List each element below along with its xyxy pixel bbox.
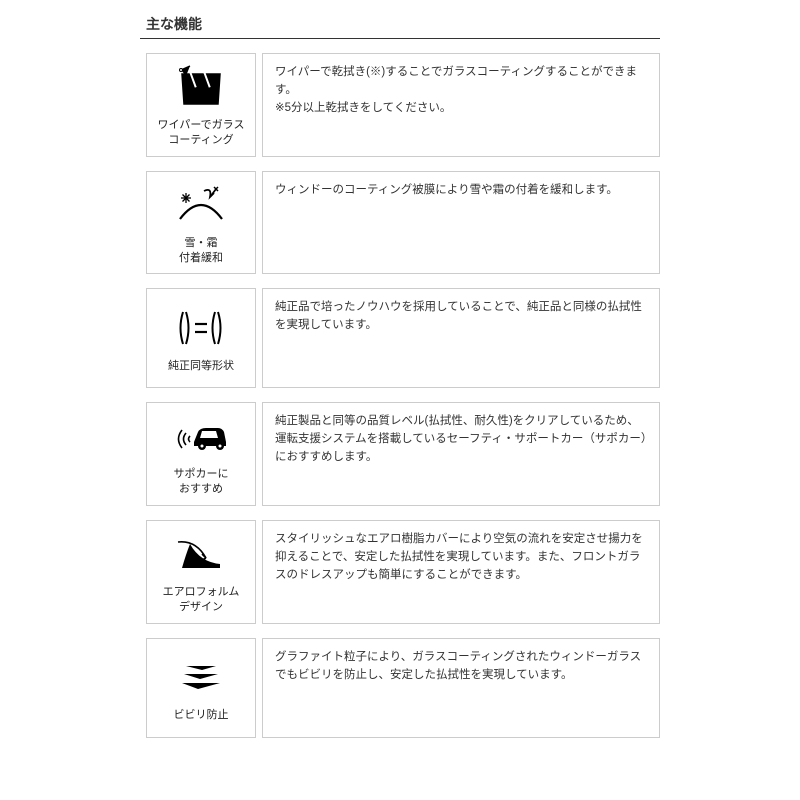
feature-description: 純正品で培ったノウハウを採用していることで、純正品と同様の払拭性を実現しています… <box>262 288 660 388</box>
wiper-glass-icon <box>176 62 226 112</box>
feature-icon-cell: 純正同等形状 <box>146 288 256 388</box>
feature-label: 雪・霜 付着緩和 <box>179 236 223 266</box>
feature-row: サポカーに おすすめ 純正製品と同等の品質レベル(払拭性、耐久性)をクリアしてい… <box>146 402 660 506</box>
feature-description: スタイリッシュなエアロ樹脂カバーにより空気の流れを安定させ揚力を抑えることで、安… <box>262 520 660 624</box>
feature-label: ワイパーでガラス コーティング <box>158 118 245 148</box>
feature-label: ビビリ防止 <box>174 708 229 723</box>
features-section: 主な機能 ワイパーでガラス コーティング ワイパーで乾拭き(※)することでガラス… <box>140 14 660 738</box>
feature-row: 純正同等形状 純正品で培ったノウハウを採用していることで、純正品と同様の払拭性を… <box>146 288 660 388</box>
feature-label: エアロフォルム デザイン <box>163 585 240 615</box>
aeroform-icon <box>176 529 226 579</box>
snow-frost-icon <box>174 180 228 230</box>
feature-description: 純正製品と同等の品質レベル(払拭性、耐久性)をクリアしているため、運転支援システ… <box>262 402 660 506</box>
feature-icon-cell: エアロフォルム デザイン <box>146 520 256 624</box>
feature-icon-cell: 雪・霜 付着緩和 <box>146 171 256 275</box>
feature-row: 雪・霜 付着緩和 ウィンドーのコーティング被膜により雪や霜の付着を緩和します。 <box>146 171 660 275</box>
feature-icon-cell: サポカーに おすすめ <box>146 402 256 506</box>
feature-row: ビビリ防止 グラファイト粒子により、ガラスコーティングされたウィンドーガラスでも… <box>146 638 660 738</box>
oem-shape-icon <box>173 303 229 353</box>
feature-row: ワイパーでガラス コーティング ワイパーで乾拭き(※)することでガラスコーティン… <box>146 53 660 157</box>
support-car-icon <box>172 411 230 461</box>
feature-label: サポカーに おすすめ <box>174 467 229 497</box>
feature-icon-cell: ワイパーでガラス コーティング <box>146 53 256 157</box>
feature-description: グラファイト粒子により、ガラスコーティングされたウィンドーガラスでもビビリを防止… <box>262 638 660 738</box>
chatter-prevent-icon <box>178 652 224 702</box>
feature-description: ワイパーで乾拭き(※)することでガラスコーティングすることができます。 ※5分以… <box>262 53 660 157</box>
section-title: 主な機能 <box>140 14 660 39</box>
feature-row: エアロフォルム デザイン スタイリッシュなエアロ樹脂カバーにより空気の流れを安定… <box>146 520 660 624</box>
feature-description: ウィンドーのコーティング被膜により雪や霜の付着を緩和します。 <box>262 171 660 275</box>
feature-label: 純正同等形状 <box>168 359 234 374</box>
feature-icon-cell: ビビリ防止 <box>146 638 256 738</box>
